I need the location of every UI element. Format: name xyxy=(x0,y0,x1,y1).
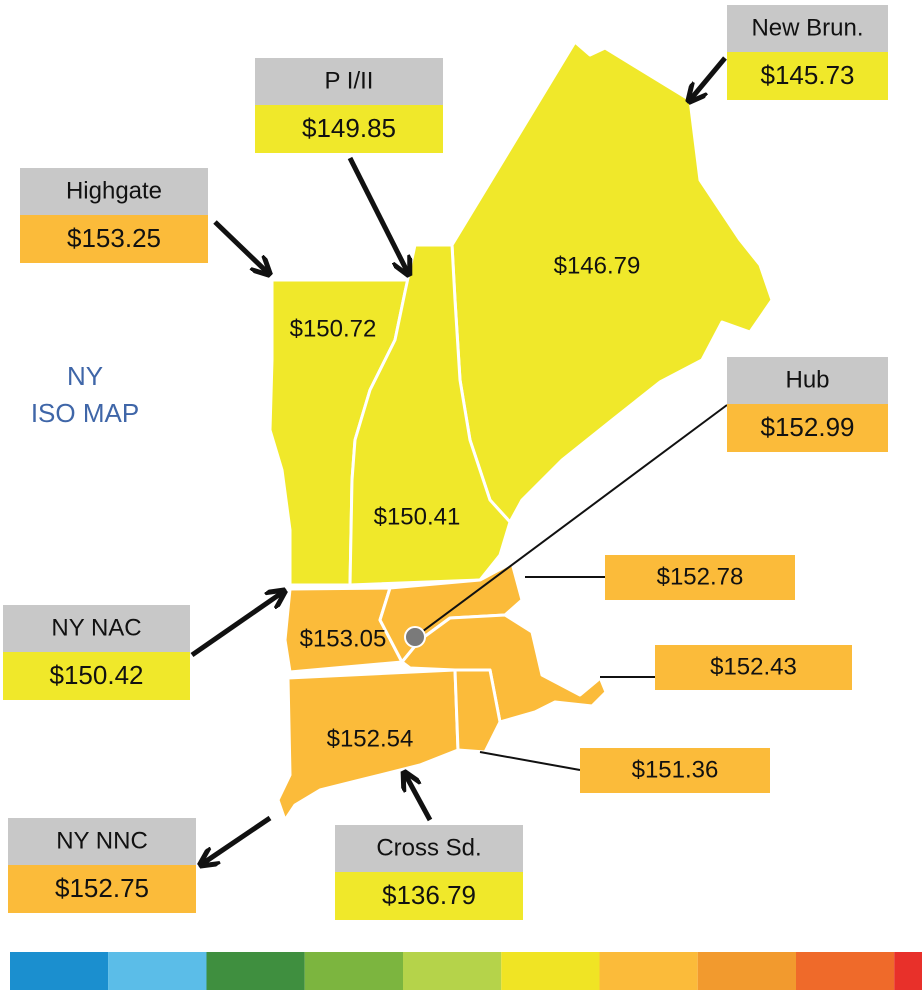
zone-price: $152.43 xyxy=(710,653,797,680)
legend-swatch xyxy=(599,952,698,990)
name-box xyxy=(20,168,208,215)
name-box xyxy=(335,825,523,872)
zone-price: $151.36 xyxy=(632,756,719,783)
price-box xyxy=(8,865,196,913)
hub-leader xyxy=(414,404,728,638)
interface-price: $150.42 xyxy=(50,660,144,690)
interface-price: $136.79 xyxy=(382,880,476,910)
legend-swatch xyxy=(206,952,305,990)
name-box xyxy=(255,58,443,105)
leader xyxy=(479,751,581,771)
interface-name: NY NNC xyxy=(56,827,148,854)
maine xyxy=(450,40,774,524)
price-box xyxy=(3,652,190,700)
map-label: NY xyxy=(67,361,103,391)
zone-price: $152.54 xyxy=(327,725,414,752)
new-hampshire xyxy=(348,243,512,587)
interface-price: $153.25 xyxy=(67,223,161,253)
price-box xyxy=(255,105,443,153)
interface-price: $152.99 xyxy=(761,412,855,442)
arrow xyxy=(190,592,283,658)
price-box xyxy=(605,555,795,600)
zone-price: $150.72 xyxy=(290,315,377,342)
zone-price: $152.78 xyxy=(657,563,744,590)
map-label: ISO MAP xyxy=(31,398,139,428)
price-box xyxy=(655,645,852,690)
legend-swatch xyxy=(894,952,922,990)
legend-swatch xyxy=(10,952,109,990)
name-box xyxy=(727,5,888,52)
arrow xyxy=(405,774,433,822)
price-box xyxy=(580,748,770,793)
arrow xyxy=(213,220,268,273)
arrow xyxy=(690,56,727,100)
connectors xyxy=(190,56,728,864)
legend-swatch xyxy=(501,952,600,990)
legend-swatch xyxy=(304,952,403,990)
zone-price: $153.05 xyxy=(300,625,387,652)
price-box xyxy=(20,215,208,263)
interface-name: Hub xyxy=(785,366,829,393)
zone-price: $150.41 xyxy=(374,503,461,530)
interface-name: Highgate xyxy=(66,177,162,204)
price-box xyxy=(727,52,888,100)
legend-swatch xyxy=(697,952,796,990)
arrow xyxy=(347,156,408,273)
price-box xyxy=(335,872,523,920)
hub-dot xyxy=(404,626,426,648)
legend-swatch xyxy=(402,952,502,990)
name-box xyxy=(8,818,196,865)
zone-price: $146.79 xyxy=(554,252,641,279)
legend-swatch xyxy=(795,952,895,990)
name-box xyxy=(3,605,190,652)
name-box xyxy=(727,357,888,404)
rhode-island xyxy=(453,668,502,754)
arrow xyxy=(202,815,272,864)
interface-name: New Brun. xyxy=(751,14,863,41)
interface-price: $149.85 xyxy=(302,113,396,143)
interface-price: $145.73 xyxy=(761,60,855,90)
interface-name: Cross Sd. xyxy=(376,834,481,861)
legend-swatch xyxy=(108,952,207,990)
interface-name: NY NAC xyxy=(51,614,141,641)
interface-price: $152.75 xyxy=(55,873,149,903)
price-box xyxy=(727,404,888,452)
interface-name: P I/II xyxy=(325,67,374,94)
